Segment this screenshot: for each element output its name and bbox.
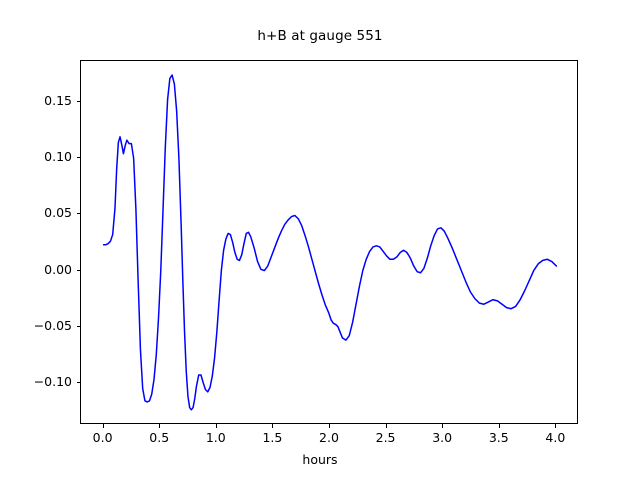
x-tick-label: 4.0 (545, 430, 566, 445)
x-tick-mark (442, 424, 444, 428)
y-tick-label: 0.15 (44, 93, 72, 108)
x-tick-mark (159, 424, 161, 428)
y-tick-mark (76, 325, 80, 327)
y-tick-label: 0.05 (44, 205, 72, 221)
x-tick-mark (329, 424, 330, 428)
x-tick-mark (498, 424, 500, 428)
x-tick-label: 3.5 (488, 430, 509, 445)
y-tick-mark (76, 381, 80, 383)
x-tick-label: 0.5 (149, 430, 170, 445)
y-tick-mark (76, 157, 80, 159)
data-series-line (102, 74, 558, 411)
x-tick-mark (102, 424, 104, 428)
y-tick-label: 0.10 (44, 149, 72, 165)
x-tick-label: 1.0 (205, 430, 226, 445)
x-tick-label: 2.5 (375, 430, 396, 445)
y-tick-label: −0.10 (33, 373, 72, 389)
y-tick-label: −0.05 (33, 317, 72, 333)
x-tick-label: 0.0 (92, 430, 113, 445)
y-tick-label: 0.00 (44, 261, 72, 277)
line-plot (102, 74, 558, 411)
y-tick-mark (76, 213, 80, 215)
x-tick-label: 2.0 (319, 430, 339, 445)
plot-axes (80, 60, 578, 424)
x-tick-mark (215, 424, 217, 428)
x-tick-mark (555, 424, 557, 428)
y-tick-mark (76, 101, 80, 102)
y-tick-mark (76, 269, 80, 271)
x-tick-mark (385, 424, 387, 428)
x-tick-mark (272, 424, 274, 428)
x-tick-label: 1.5 (262, 430, 283, 445)
x-tick-label: 3.0 (432, 430, 453, 445)
page-title: h+B at gauge 551 (257, 28, 383, 44)
x-axis-label: hours (302, 452, 338, 467)
